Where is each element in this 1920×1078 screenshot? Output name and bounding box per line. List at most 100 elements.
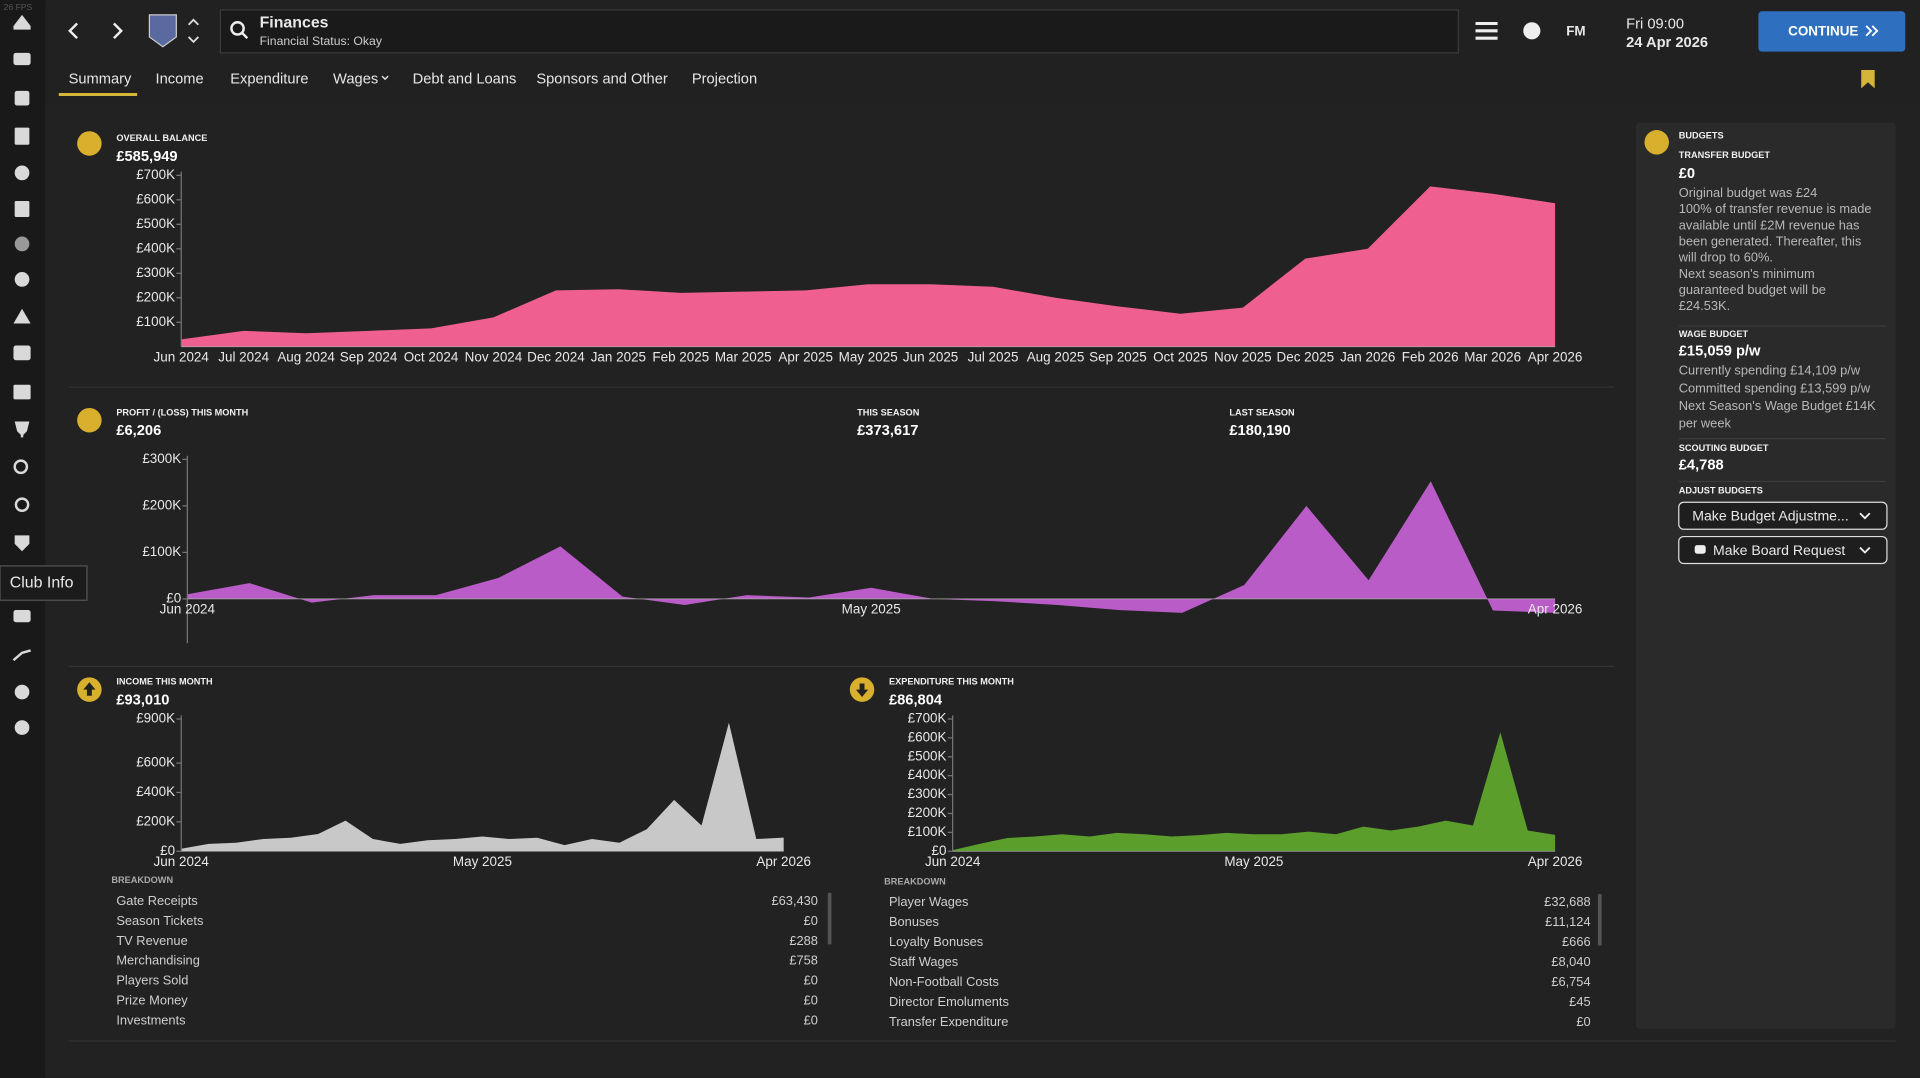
people-icon[interactable]	[14, 720, 30, 735]
x-tick-label: May 2025	[839, 349, 898, 364]
scrollbar[interactable]	[1597, 894, 1602, 946]
chart-title: OVERALL BALANCE	[116, 133, 207, 143]
breakdown-value: £8,040	[1551, 954, 1590, 969]
x-tick-label: Jul 2025	[968, 349, 1019, 364]
game-time: Fri 09:00	[1626, 17, 1684, 33]
y-tick-label: £0	[166, 590, 181, 605]
back-button[interactable]	[68, 22, 79, 40]
squad-icon[interactable]	[14, 90, 30, 106]
training-icon[interactable]	[13, 308, 31, 324]
fm-logo[interactable]: FM	[1566, 24, 1585, 39]
breakdown-value: £0	[804, 993, 818, 1008]
inbox-icon[interactable]	[13, 52, 31, 66]
x-tick-label: Aug 2025	[1027, 349, 1085, 364]
budgets-panel	[1635, 122, 1896, 1029]
breakdown-title: BREAKDOWN	[111, 875, 173, 885]
tabs: Summary Income Expenditure Wages Debt and Lo…	[69, 72, 758, 88]
x-tick-label: Dec 2024	[527, 349, 585, 364]
wage-budget-title: WAGE BUDGET	[1679, 329, 1749, 339]
note-line: 100% of transfer revenue is made	[1679, 201, 1872, 216]
y-tick-label: £700K	[908, 711, 947, 726]
breakdown-name: Investments	[116, 1013, 185, 1028]
breakdown-value: £758	[789, 953, 818, 968]
tactics-icon[interactable]	[14, 127, 30, 145]
chart-title: INCOME THIS MONTH	[116, 677, 212, 687]
search-icon[interactable]	[13, 459, 29, 475]
transfer-budget: £0	[1679, 166, 1695, 182]
y-tick-label: £500K	[908, 748, 947, 763]
x-tick-label: Aug 2024	[277, 349, 335, 364]
note-line: will drop to 60%.	[1678, 250, 1773, 265]
tab[interactable]: Summary	[69, 72, 132, 88]
tab[interactable]: Wages	[333, 72, 378, 88]
area	[952, 732, 1556, 852]
medical-icon[interactable]	[13, 345, 31, 361]
forward-button[interactable]	[113, 22, 123, 40]
adjust-budgets-title: ADJUST BUDGETS	[1679, 486, 1763, 496]
tab[interactable]: Projection	[692, 72, 757, 88]
club-crest[interactable]	[148, 14, 177, 48]
budget-adjust-label: Make Budget Adjustme...	[1692, 508, 1849, 524]
note-line: guaranteed budget will be	[1679, 282, 1826, 297]
reports-icon[interactable]	[14, 201, 30, 217]
note-line: been generated. Thereafter, this	[1679, 234, 1862, 249]
menu-button[interactable]	[1475, 21, 1498, 40]
y-tick-label: £200K	[136, 813, 175, 828]
club-switch[interactable]	[187, 18, 200, 44]
chart-value: £585,949	[116, 149, 177, 165]
note-line: Original budget was £24	[1679, 185, 1818, 200]
y-tick-label: £400K	[908, 767, 947, 782]
match-icon[interactable]	[14, 236, 30, 252]
breakdown-list: Gate Receipts £63,430 Season Tickets £0 TV R…	[116, 893, 818, 1028]
breakdown-name: TV Revenue	[116, 933, 187, 948]
season-label: LAST SEASON	[1229, 407, 1294, 417]
budgets-icon	[1644, 130, 1669, 155]
note-line: £24.53K.	[1679, 298, 1730, 313]
scouting-icon[interactable]	[14, 272, 30, 287]
chart-value: £6,206	[116, 423, 161, 439]
budget-adjust-button[interactable]	[1678, 501, 1888, 530]
scrollbar[interactable]	[827, 892, 832, 945]
tab[interactable]: Debt and Loans	[413, 72, 517, 88]
fps-counter: 26 FPS	[4, 2, 33, 12]
x-tick-label: Apr 2026	[1528, 602, 1583, 617]
search-icon	[230, 21, 245, 36]
continue-button[interactable]	[1758, 11, 1906, 52]
x-tick-label: Sep 2024	[340, 349, 398, 364]
transfers-icon[interactable]	[14, 497, 30, 513]
staff-icon[interactable]	[14, 165, 30, 181]
y-tick-label: £100K	[908, 824, 947, 839]
breakdown-value: £288	[789, 933, 818, 948]
y-tick-label: £900K	[136, 711, 175, 726]
breakdown-name: Prize Money	[116, 993, 188, 1008]
note-line: Next Season's Wage Budget £14K	[1679, 398, 1876, 413]
bookmark-button[interactable]	[1861, 70, 1875, 89]
competitions-icon[interactable]	[14, 421, 30, 438]
breakdown-value: £6,754	[1551, 974, 1590, 989]
x-tick-label: Feb 2026	[1402, 349, 1459, 364]
people-icon[interactable]	[14, 684, 30, 700]
dev-icon[interactable]	[12, 649, 31, 662]
area	[187, 481, 1556, 613]
x-tick-label: Jan 2026	[1340, 349, 1395, 364]
x-tick-label: Mar 2026	[1464, 349, 1521, 364]
finances-icon[interactable]	[13, 610, 31, 623]
tab[interactable]: Income	[156, 72, 204, 88]
dropdown-arrow	[1859, 512, 1871, 520]
tab[interactable]: Sponsors and Other	[536, 72, 668, 88]
board-request-button[interactable]	[1678, 535, 1888, 565]
globe-button[interactable]	[1523, 22, 1541, 40]
continue-arrows	[1865, 25, 1879, 37]
x-tick-label: Feb 2025	[652, 349, 709, 364]
home-icon[interactable]	[13, 14, 31, 30]
y-tick-label: £300K	[142, 451, 181, 466]
club-info-icon[interactable]	[14, 535, 30, 552]
search-bar[interactable]	[219, 9, 1459, 54]
breakdown-name: Loyalty Bonuses	[889, 934, 983, 949]
season-value: £180,190	[1229, 423, 1290, 439]
schedule-icon[interactable]	[13, 384, 31, 400]
y-tick-label: £200K	[908, 805, 947, 820]
x-tick-label: Jun 2024	[160, 602, 216, 617]
tab[interactable]: Expenditure	[230, 72, 308, 88]
